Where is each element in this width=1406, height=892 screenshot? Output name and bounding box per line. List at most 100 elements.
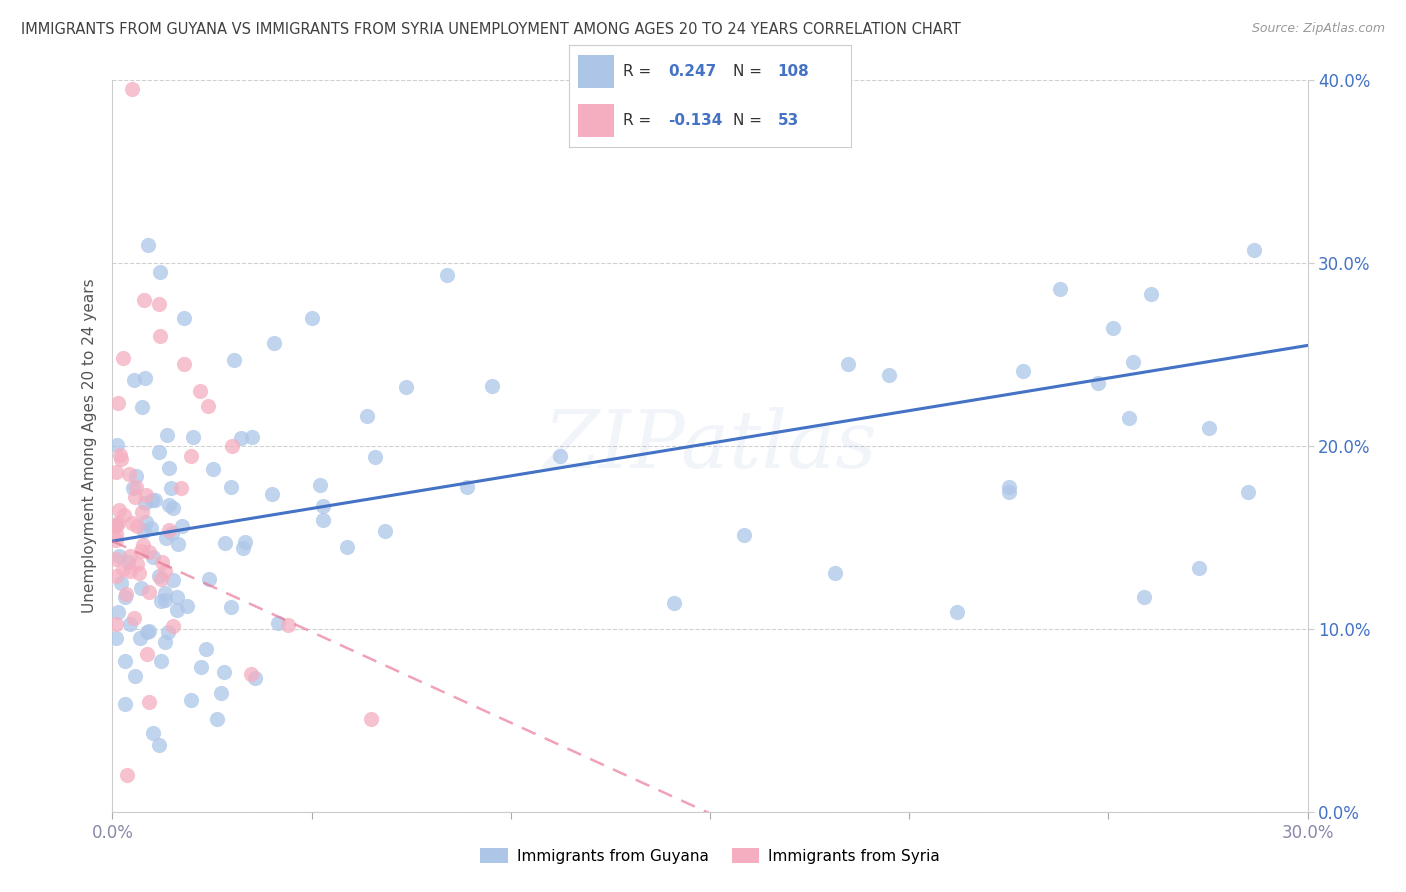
Text: 108: 108 — [778, 63, 810, 78]
Point — [132, 538, 155, 552]
Point — [107, 516, 129, 530]
Point — [105, 465, 128, 479]
Point — [356, 409, 378, 424]
Point — [127, 557, 149, 571]
Point — [148, 445, 170, 459]
Point — [162, 501, 184, 516]
Point — [157, 498, 180, 512]
Point — [1122, 354, 1144, 368]
Point — [122, 611, 145, 625]
Point — [138, 238, 160, 252]
Point — [134, 495, 156, 509]
Point — [198, 573, 221, 587]
Point — [117, 555, 139, 569]
Point — [395, 380, 418, 394]
Point — [108, 503, 131, 517]
Point — [162, 574, 184, 588]
Point — [157, 523, 180, 537]
Point — [156, 428, 179, 442]
Point — [336, 540, 359, 554]
Point — [374, 524, 396, 539]
Point — [105, 518, 128, 533]
Point — [155, 586, 177, 600]
Point — [456, 480, 478, 494]
Point — [209, 686, 232, 700]
Point — [202, 462, 225, 476]
Bar — [578, 55, 614, 87]
Point — [124, 490, 146, 504]
Point — [134, 371, 156, 385]
Point — [107, 605, 129, 619]
Point — [148, 568, 170, 582]
Point — [221, 439, 243, 453]
Point — [162, 619, 184, 633]
Point — [312, 499, 335, 513]
Point — [131, 401, 153, 415]
Text: N =: N = — [733, 63, 762, 78]
Point — [197, 399, 219, 413]
Point — [1140, 287, 1163, 301]
Text: N =: N = — [733, 113, 762, 128]
Point — [149, 594, 172, 608]
Point — [110, 575, 132, 590]
Point — [1132, 590, 1154, 604]
Point — [131, 505, 153, 519]
Point — [160, 526, 183, 541]
Point — [180, 692, 202, 706]
Point — [111, 351, 134, 366]
Point — [166, 603, 188, 617]
Point — [121, 82, 143, 96]
Text: 0.247: 0.247 — [668, 63, 716, 78]
Point — [232, 541, 254, 555]
Bar — [578, 104, 614, 137]
Legend: Immigrants from Guyana, Immigrants from Syria: Immigrants from Guyana, Immigrants from … — [474, 842, 946, 870]
Point — [212, 665, 235, 680]
Point — [138, 695, 160, 709]
Point — [110, 451, 132, 466]
Point — [153, 564, 176, 578]
Point — [309, 478, 332, 492]
Point — [107, 395, 129, 409]
Point — [1237, 484, 1260, 499]
Point — [170, 481, 193, 495]
Point — [105, 527, 128, 541]
Point — [998, 484, 1021, 499]
Point — [105, 438, 128, 452]
Point — [360, 712, 382, 726]
Point — [128, 632, 150, 646]
Point — [121, 516, 143, 531]
Point — [148, 297, 170, 311]
Point — [301, 310, 323, 325]
Point — [125, 468, 148, 483]
Point — [105, 616, 128, 631]
Point — [166, 537, 188, 551]
Point — [135, 488, 157, 502]
Point — [129, 544, 152, 558]
Point — [877, 368, 900, 382]
Point — [1243, 243, 1265, 257]
Text: ZIPatlas: ZIPatlas — [543, 408, 877, 484]
Point — [105, 517, 128, 532]
Point — [115, 587, 138, 601]
Point — [112, 508, 135, 522]
Point — [129, 581, 152, 595]
Point — [214, 536, 236, 550]
Point — [142, 549, 165, 564]
Point — [128, 566, 150, 580]
Point — [159, 481, 181, 495]
Point — [148, 738, 170, 752]
Point — [153, 635, 176, 649]
Point — [188, 384, 211, 398]
Point — [733, 528, 755, 542]
Point — [149, 329, 172, 343]
Point — [112, 562, 135, 576]
Point — [143, 493, 166, 508]
Point — [115, 768, 138, 782]
Point — [105, 551, 128, 566]
Point — [108, 549, 131, 563]
Point — [108, 448, 131, 462]
Point — [105, 568, 128, 582]
Point — [150, 572, 173, 586]
Point — [837, 357, 859, 371]
Text: -0.134: -0.134 — [668, 113, 723, 128]
